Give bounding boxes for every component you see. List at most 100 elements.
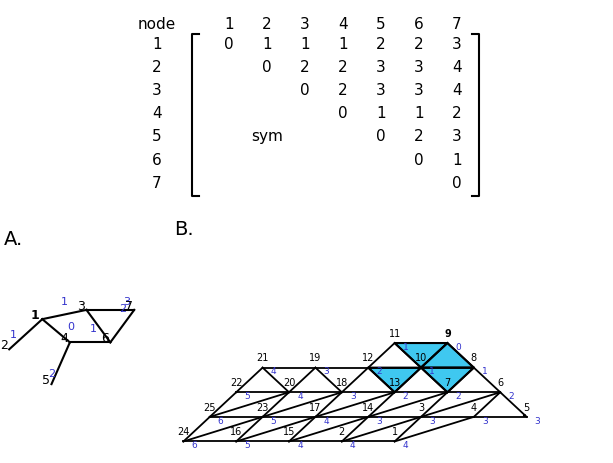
Text: 0: 0 xyxy=(67,321,74,332)
Text: 3: 3 xyxy=(350,391,356,400)
Text: B.: B. xyxy=(175,220,194,239)
Text: 0: 0 xyxy=(414,152,424,167)
Text: 6: 6 xyxy=(497,377,503,387)
Text: 1: 1 xyxy=(152,37,162,51)
Text: 12: 12 xyxy=(362,352,375,363)
Text: 13: 13 xyxy=(389,377,401,387)
Text: 1: 1 xyxy=(403,342,408,351)
Text: 4: 4 xyxy=(452,83,462,98)
Text: 1: 1 xyxy=(414,106,424,121)
Text: 2: 2 xyxy=(455,391,461,400)
Text: 2: 2 xyxy=(414,129,424,144)
Text: 2: 2 xyxy=(339,426,345,436)
Text: 0: 0 xyxy=(452,175,462,190)
Text: 4: 4 xyxy=(452,60,462,75)
Text: 3: 3 xyxy=(376,416,382,425)
Text: 1: 1 xyxy=(452,152,462,167)
Text: 24: 24 xyxy=(177,426,189,436)
Text: 3: 3 xyxy=(452,129,462,144)
Text: 17: 17 xyxy=(309,402,322,412)
Text: 7: 7 xyxy=(444,377,451,387)
Text: 2: 2 xyxy=(376,37,386,51)
Text: 16: 16 xyxy=(230,426,242,436)
Text: 2: 2 xyxy=(508,391,514,400)
Text: 25: 25 xyxy=(204,402,216,412)
Text: 4: 4 xyxy=(61,332,68,344)
Text: 1: 1 xyxy=(31,308,39,321)
Text: 1: 1 xyxy=(9,330,17,339)
Text: 1: 1 xyxy=(392,426,398,436)
Text: 4: 4 xyxy=(271,367,276,375)
Text: 5: 5 xyxy=(244,440,250,449)
Text: 4: 4 xyxy=(297,391,303,400)
Text: 3: 3 xyxy=(77,299,85,312)
Text: 2: 2 xyxy=(338,83,348,98)
Text: 2: 2 xyxy=(338,60,348,75)
Text: 3: 3 xyxy=(414,60,424,75)
Text: 1: 1 xyxy=(90,324,97,334)
Text: 6: 6 xyxy=(218,416,224,425)
Text: 2: 2 xyxy=(152,60,162,75)
Text: 2: 2 xyxy=(0,338,7,351)
Text: 2: 2 xyxy=(376,367,382,375)
Text: 2: 2 xyxy=(403,391,408,400)
Text: 2: 2 xyxy=(414,37,424,51)
Text: 5: 5 xyxy=(42,373,50,386)
Text: 6: 6 xyxy=(414,17,424,32)
Text: 1: 1 xyxy=(482,367,487,375)
Text: 5: 5 xyxy=(244,391,250,400)
Text: 6: 6 xyxy=(101,332,109,344)
Text: 3: 3 xyxy=(376,83,386,98)
Text: 23: 23 xyxy=(256,402,269,412)
Polygon shape xyxy=(421,368,474,393)
Text: 5: 5 xyxy=(524,402,530,412)
Text: 5: 5 xyxy=(271,416,276,425)
Text: 2: 2 xyxy=(262,17,272,32)
Text: 19: 19 xyxy=(310,352,322,363)
Text: 0: 0 xyxy=(300,83,310,98)
Text: 14: 14 xyxy=(362,402,375,412)
Text: 3: 3 xyxy=(452,37,462,51)
Text: 4: 4 xyxy=(297,440,303,449)
Text: 1: 1 xyxy=(224,17,234,32)
Text: 7: 7 xyxy=(152,175,162,190)
Text: 18: 18 xyxy=(336,377,348,387)
Text: 0: 0 xyxy=(338,106,348,121)
Text: 2: 2 xyxy=(452,106,462,121)
Text: 0: 0 xyxy=(455,342,461,351)
Text: 3: 3 xyxy=(300,17,310,32)
Text: 1: 1 xyxy=(338,37,348,51)
Text: 4: 4 xyxy=(471,402,477,412)
Text: 1: 1 xyxy=(300,37,310,51)
Text: 5: 5 xyxy=(152,129,162,144)
Polygon shape xyxy=(368,368,421,393)
Text: 3: 3 xyxy=(414,83,424,98)
Text: node: node xyxy=(138,17,176,32)
Text: sym: sym xyxy=(251,129,283,144)
Text: 4: 4 xyxy=(152,106,162,121)
Text: 3: 3 xyxy=(482,416,487,425)
Polygon shape xyxy=(395,343,447,368)
Text: 8: 8 xyxy=(471,352,477,363)
Text: 4: 4 xyxy=(324,416,329,425)
Text: 4: 4 xyxy=(338,17,348,32)
Text: 3: 3 xyxy=(152,83,162,98)
Text: 1: 1 xyxy=(376,106,386,121)
Text: 7: 7 xyxy=(124,299,133,312)
Text: 2: 2 xyxy=(48,368,55,378)
Text: 20: 20 xyxy=(283,377,295,387)
Text: 3: 3 xyxy=(429,416,435,425)
Text: 1: 1 xyxy=(429,367,435,375)
Text: 1: 1 xyxy=(61,296,68,306)
Text: 0: 0 xyxy=(376,129,386,144)
Text: 21: 21 xyxy=(256,352,269,363)
Text: 6: 6 xyxy=(152,152,162,167)
Text: 22: 22 xyxy=(230,377,243,387)
Text: 11: 11 xyxy=(389,328,401,338)
Text: 4: 4 xyxy=(403,440,408,449)
Text: 15: 15 xyxy=(283,426,295,436)
Text: 3: 3 xyxy=(535,416,541,425)
Text: 3: 3 xyxy=(418,402,424,412)
Text: 3: 3 xyxy=(123,296,131,306)
Text: 7: 7 xyxy=(452,17,462,32)
